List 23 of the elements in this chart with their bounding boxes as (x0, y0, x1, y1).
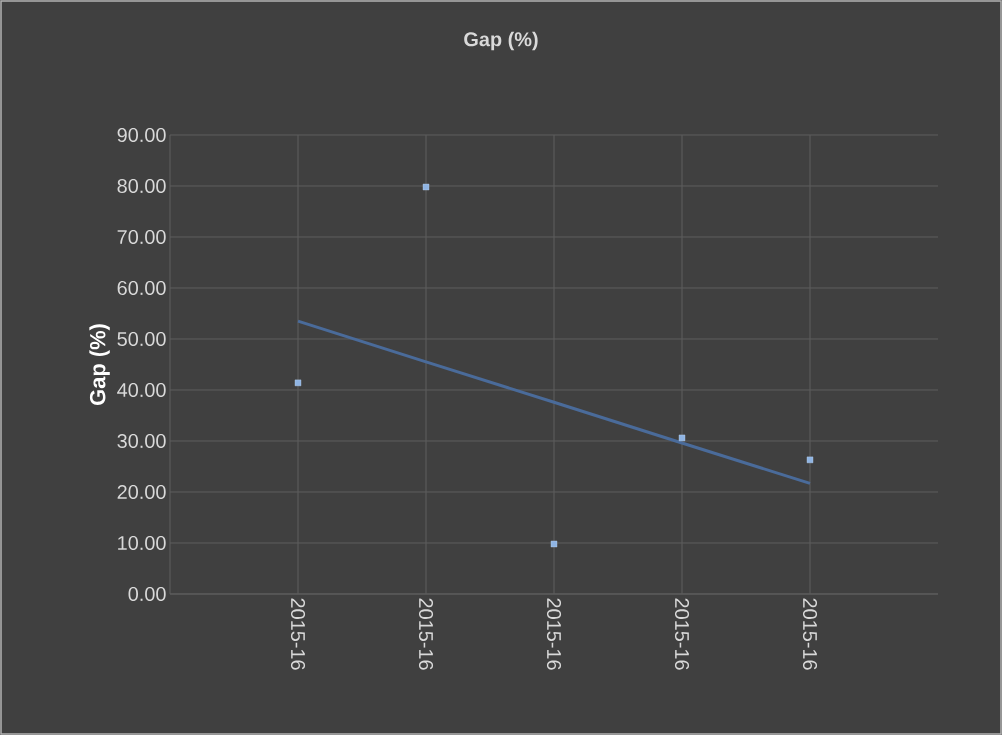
y-tick-label: 20.00 (117, 484, 166, 500)
y-tick-label: 30.00 (117, 433, 166, 449)
y-tick-label: 70.00 (117, 229, 166, 245)
y-tick-label: 40.00 (117, 382, 166, 398)
x-tick-label: 2015-16 (546, 598, 562, 670)
point (550, 540, 558, 548)
point (422, 183, 430, 191)
x-tick-label: 2015-16 (418, 598, 434, 670)
x-tick-label: 2015-16 (290, 598, 306, 670)
y-tick-label: 50.00 (117, 331, 166, 347)
y-tick-label: 60.00 (117, 280, 166, 296)
chart-title: Gap (%) (464, 31, 538, 51)
line-series (296, 319, 812, 485)
y-tick-label: 80.00 (117, 178, 166, 194)
point (294, 379, 302, 387)
y-tick-label: 90.00 (117, 127, 166, 143)
y-tick-label: 10.00 (118, 535, 166, 551)
x-tick-label: 2015-16 (802, 598, 818, 670)
y-tick-label: 0.00 (128, 586, 166, 602)
point (806, 456, 814, 464)
point (678, 434, 686, 442)
x-tick-label: 2015-16 (674, 598, 690, 670)
y-axis-title: Gap (%) (89, 324, 110, 405)
